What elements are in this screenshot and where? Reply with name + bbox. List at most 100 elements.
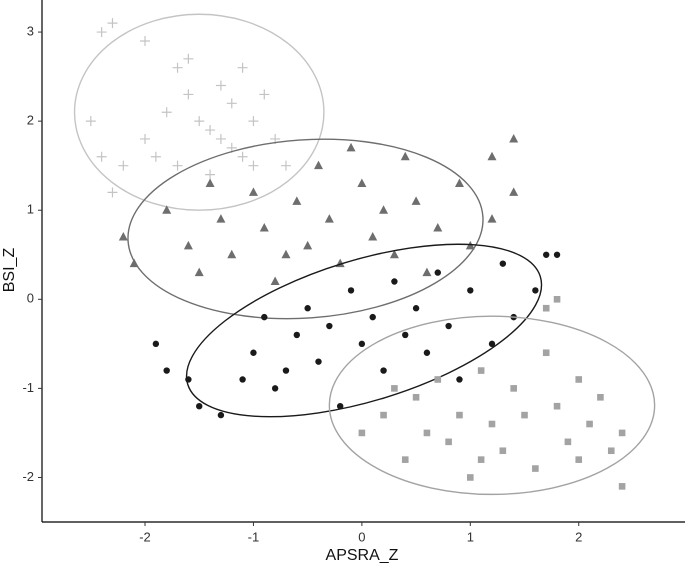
triangle-point	[346, 142, 356, 152]
plus-point	[215, 80, 226, 91]
circle-point	[412, 305, 420, 312]
triangle-point	[129, 258, 139, 268]
circle-point	[358, 340, 366, 348]
plus-point	[150, 151, 161, 162]
circle-point	[196, 402, 203, 410]
square-point	[521, 411, 528, 419]
triangle-point	[292, 196, 302, 205]
square-point	[607, 447, 615, 455]
plus-point	[85, 116, 96, 127]
square-point	[564, 438, 572, 446]
triangle-point	[118, 231, 128, 241]
plus-point	[194, 116, 205, 127]
square-point	[412, 393, 420, 401]
confidence-ellipse	[127, 138, 484, 320]
triangle-point	[324, 214, 334, 223]
x-tick-label: 2	[575, 529, 582, 544]
circle-point	[217, 411, 225, 419]
plus-point	[107, 18, 118, 29]
triangle-point	[368, 231, 378, 241]
square-point	[380, 411, 387, 419]
square-point	[542, 349, 550, 357]
triangle-point	[509, 187, 519, 196]
circle-point	[336, 402, 344, 410]
y-tick-label: 3	[27, 24, 34, 39]
y-tick-label: -1	[22, 380, 34, 395]
triangle-point	[227, 249, 237, 259]
circle-point	[445, 322, 452, 330]
circle-point	[369, 313, 376, 321]
confidence-ellipse	[328, 315, 656, 496]
circle-point	[271, 385, 279, 392]
square-point	[445, 438, 452, 446]
circle-point	[532, 287, 539, 294]
square-point	[499, 447, 507, 455]
plus-point	[205, 125, 216, 136]
square-point	[488, 420, 496, 428]
plus-point	[183, 89, 194, 100]
circle-point	[456, 376, 463, 383]
plus-point	[248, 116, 259, 127]
circle-point	[282, 367, 290, 374]
triangle-point	[433, 223, 443, 232]
plus-point	[140, 133, 151, 144]
triangle-point	[303, 240, 313, 250]
triangle-point	[389, 249, 399, 259]
triangle-point	[314, 160, 324, 170]
square-point	[618, 483, 626, 490]
plus-point	[183, 53, 194, 64]
circle-point	[293, 331, 301, 339]
plus-point	[259, 89, 270, 100]
plus-point	[205, 169, 216, 180]
circle-point	[304, 305, 311, 312]
x-tick-label: 0	[358, 529, 365, 544]
triangle-point	[509, 133, 519, 143]
plus-point	[96, 151, 107, 162]
circle-point	[499, 260, 507, 267]
plus-point	[280, 160, 291, 171]
plus-point	[215, 133, 226, 144]
circle-point	[261, 313, 268, 321]
square-point	[542, 304, 550, 312]
y-tick-label: 2	[27, 113, 34, 128]
square-point	[575, 376, 583, 383]
circle-point	[402, 331, 409, 339]
circle-point	[467, 287, 474, 294]
square-point	[586, 420, 593, 428]
confidence-ellipse	[185, 243, 543, 418]
plus-point	[237, 62, 248, 73]
circle-point	[315, 358, 322, 365]
square-point	[575, 456, 583, 463]
confidence-ellipse	[73, 13, 325, 211]
circle-point	[163, 367, 170, 374]
plus-point	[248, 160, 259, 171]
plus-point	[226, 98, 237, 109]
triangle-point	[248, 187, 258, 196]
square-point	[456, 411, 463, 419]
triangle-point	[205, 178, 215, 188]
x-tick-label: -1	[248, 529, 260, 544]
y-axis-title: BSI_Z	[1, 248, 18, 293]
circle-point	[152, 340, 160, 348]
plus-point	[172, 160, 183, 171]
plus-point	[118, 160, 129, 171]
circle-point	[347, 287, 355, 294]
circle-point	[239, 376, 246, 383]
y-tick-label: 0	[27, 291, 34, 306]
circle-point	[434, 269, 441, 276]
circle-point	[185, 376, 192, 383]
square-point	[467, 474, 474, 481]
circle-point	[391, 278, 398, 285]
square-point	[358, 429, 366, 437]
triangle-point	[216, 214, 226, 223]
plus-point	[237, 151, 248, 162]
square-point	[553, 296, 561, 303]
triangle-point	[259, 223, 269, 232]
triangle-point	[454, 178, 464, 188]
square-point	[401, 456, 409, 463]
triangle-point	[487, 151, 497, 161]
triangle-point	[400, 151, 410, 161]
triangle-point	[487, 214, 497, 223]
y-tick-label: 1	[27, 202, 34, 217]
